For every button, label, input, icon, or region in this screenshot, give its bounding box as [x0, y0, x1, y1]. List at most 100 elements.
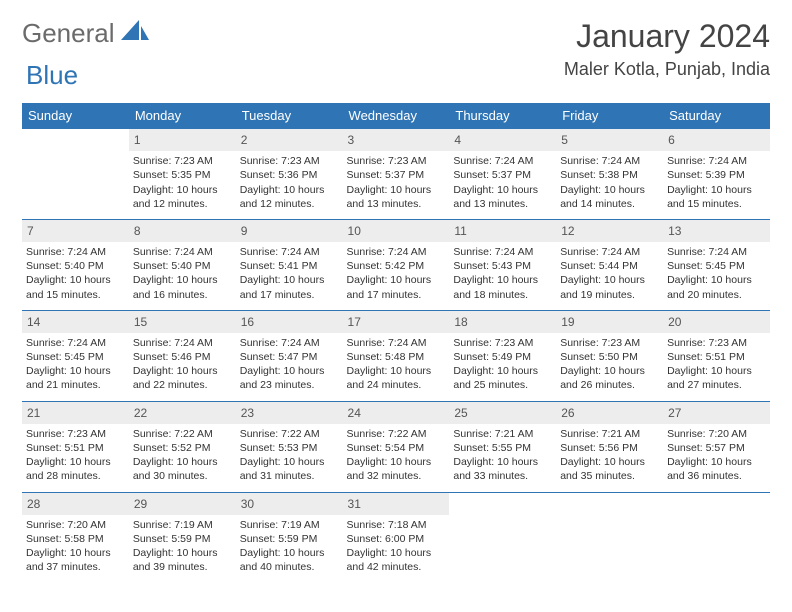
day-info-line: Sunrise: 7:22 AM [133, 427, 232, 441]
day-header: Thursday [449, 103, 556, 129]
calendar-cell: 9Sunrise: 7:24 AMSunset: 5:41 PMDaylight… [236, 219, 343, 310]
day-info-line: Daylight: 10 hours and 33 minutes. [453, 455, 552, 483]
calendar-cell: 24Sunrise: 7:22 AMSunset: 5:54 PMDayligh… [343, 401, 450, 492]
day-info-line: Sunset: 5:50 PM [560, 350, 659, 364]
day-info-line: Daylight: 10 hours and 40 minutes. [240, 546, 339, 574]
day-info-line: Sunset: 5:37 PM [453, 168, 552, 182]
day-info-line: Daylight: 10 hours and 18 minutes. [453, 273, 552, 301]
day-info-line: Sunset: 5:54 PM [347, 441, 446, 455]
day-info-line: Daylight: 10 hours and 30 minutes. [133, 455, 232, 483]
calendar-cell: 14Sunrise: 7:24 AMSunset: 5:45 PMDayligh… [22, 310, 129, 401]
calendar-head: SundayMondayTuesdayWednesdayThursdayFrid… [22, 103, 770, 129]
day-number: 18 [449, 311, 556, 333]
calendar-week-row: 28Sunrise: 7:20 AMSunset: 5:58 PMDayligh… [22, 492, 770, 582]
day-header: Tuesday [236, 103, 343, 129]
day-number: 24 [343, 402, 450, 424]
day-number: 10 [343, 220, 450, 242]
day-number: 23 [236, 402, 343, 424]
day-info-line: Sunrise: 7:24 AM [667, 154, 766, 168]
day-info-line: Sunset: 5:51 PM [667, 350, 766, 364]
day-header: Friday [556, 103, 663, 129]
calendar-cell [556, 492, 663, 582]
day-info-line: Sunrise: 7:24 AM [133, 245, 232, 259]
calendar-cell: 13Sunrise: 7:24 AMSunset: 5:45 PMDayligh… [663, 219, 770, 310]
calendar-cell: 8Sunrise: 7:24 AMSunset: 5:40 PMDaylight… [129, 219, 236, 310]
day-info-line: Sunrise: 7:24 AM [347, 245, 446, 259]
calendar-cell: 6Sunrise: 7:24 AMSunset: 5:39 PMDaylight… [663, 129, 770, 220]
day-number: 28 [22, 493, 129, 515]
day-info-line: Daylight: 10 hours and 28 minutes. [26, 455, 125, 483]
day-info-line: Sunset: 6:00 PM [347, 532, 446, 546]
day-info-line: Sunrise: 7:21 AM [560, 427, 659, 441]
calendar-cell: 5Sunrise: 7:24 AMSunset: 5:38 PMDaylight… [556, 129, 663, 220]
day-info-line: Sunset: 5:55 PM [453, 441, 552, 455]
day-number: 1 [129, 129, 236, 151]
day-number: 2 [236, 129, 343, 151]
day-info-line: Sunrise: 7:23 AM [667, 336, 766, 350]
calendar-cell: 4Sunrise: 7:24 AMSunset: 5:37 PMDaylight… [449, 129, 556, 220]
day-info-line: Sunset: 5:46 PM [133, 350, 232, 364]
day-info-line: Daylight: 10 hours and 35 minutes. [560, 455, 659, 483]
day-info-line: Daylight: 10 hours and 15 minutes. [26, 273, 125, 301]
day-header-row: SundayMondayTuesdayWednesdayThursdayFrid… [22, 103, 770, 129]
day-number: 22 [129, 402, 236, 424]
day-number: 13 [663, 220, 770, 242]
day-info-line: Sunset: 5:53 PM [240, 441, 339, 455]
day-info-line: Sunset: 5:42 PM [347, 259, 446, 273]
calendar-cell: 20Sunrise: 7:23 AMSunset: 5:51 PMDayligh… [663, 310, 770, 401]
day-info-line: Daylight: 10 hours and 23 minutes. [240, 364, 339, 392]
calendar-cell: 18Sunrise: 7:23 AMSunset: 5:49 PMDayligh… [449, 310, 556, 401]
calendar-cell: 7Sunrise: 7:24 AMSunset: 5:40 PMDaylight… [22, 219, 129, 310]
logo-sail-icon [121, 20, 149, 47]
day-info-line: Sunrise: 7:24 AM [240, 245, 339, 259]
logo-text-general: General [22, 18, 115, 49]
month-title: January 2024 [564, 18, 770, 55]
calendar-cell [449, 492, 556, 582]
day-info-line: Sunrise: 7:24 AM [26, 336, 125, 350]
calendar-cell: 29Sunrise: 7:19 AMSunset: 5:59 PMDayligh… [129, 492, 236, 582]
day-number: 19 [556, 311, 663, 333]
calendar-week-row: 1 Sunrise: 7:23 AM Sunset: 5:35 PM Daylight… [22, 129, 770, 220]
calendar-cell: 12Sunrise: 7:24 AMSunset: 5:44 PMDayligh… [556, 219, 663, 310]
day-number: 5 [556, 129, 663, 151]
day-info-line: Sunrise: 7:23 AM [26, 427, 125, 441]
day-info-line: Sunrise: 7:19 AM [240, 518, 339, 532]
calendar-week-row: 7Sunrise: 7:24 AMSunset: 5:40 PMDaylight… [22, 219, 770, 310]
day-info-line: Sunrise: 7:23 AM [240, 154, 339, 168]
logo-text-blue: Blue [26, 60, 78, 91]
day-info-line: Sunset: 5:40 PM [26, 259, 125, 273]
day-number: 4 [449, 129, 556, 151]
day-info-line: Daylight: 10 hours and 25 minutes. [453, 364, 552, 392]
day-number: 6 [663, 129, 770, 151]
day-info-line: Sunrise: 7:24 AM [26, 245, 125, 259]
calendar-cell [22, 129, 129, 220]
day-info-line: Daylight: 10 hours and 27 minutes. [667, 364, 766, 392]
day-info-line: Daylight: 10 hours and 19 minutes. [560, 273, 659, 301]
calendar-cell: 2Sunrise: 7:23 AMSunset: 5:36 PMDaylight… [236, 129, 343, 220]
day-info-line: Daylight: 10 hours and 17 minutes. [240, 273, 339, 301]
day-header: Wednesday [343, 103, 450, 129]
day-info-line: Sunset: 5:37 PM [347, 168, 446, 182]
calendar-cell: 3Sunrise: 7:23 AMSunset: 5:37 PMDaylight… [343, 129, 450, 220]
day-info-line: Sunset: 5:43 PM [453, 259, 552, 273]
title-block: January 2024 Maler Kotla, Punjab, India [564, 18, 770, 80]
day-info-line: Sunrise: 7:24 AM [240, 336, 339, 350]
calendar-cell: 11Sunrise: 7:24 AMSunset: 5:43 PMDayligh… [449, 219, 556, 310]
day-number: 11 [449, 220, 556, 242]
day-info-line: Sunset: 5:35 PM [133, 168, 232, 182]
day-number: 3 [343, 129, 450, 151]
day-number: 15 [129, 311, 236, 333]
day-info-line: Daylight: 10 hours and 15 minutes. [667, 183, 766, 211]
calendar-week-row: 14Sunrise: 7:24 AMSunset: 5:45 PMDayligh… [22, 310, 770, 401]
day-info-line: Sunset: 5:44 PM [560, 259, 659, 273]
calendar-cell: 25Sunrise: 7:21 AMSunset: 5:55 PMDayligh… [449, 401, 556, 492]
day-info-line: Sunset: 5:47 PM [240, 350, 339, 364]
day-info-line: Sunrise: 7:23 AM [453, 336, 552, 350]
calendar-cell: 30Sunrise: 7:19 AMSunset: 5:59 PMDayligh… [236, 492, 343, 582]
day-info-line: Sunset: 5:57 PM [667, 441, 766, 455]
calendar-body: 1 Sunrise: 7:23 AM Sunset: 5:35 PM Daylight… [22, 129, 770, 583]
day-info-line: Daylight: 10 hours and 21 minutes. [26, 364, 125, 392]
day-info-line: Sunrise: 7:19 AM [133, 518, 232, 532]
day-info-line: Sunrise: 7:20 AM [667, 427, 766, 441]
calendar-cell: 22Sunrise: 7:22 AMSunset: 5:52 PMDayligh… [129, 401, 236, 492]
